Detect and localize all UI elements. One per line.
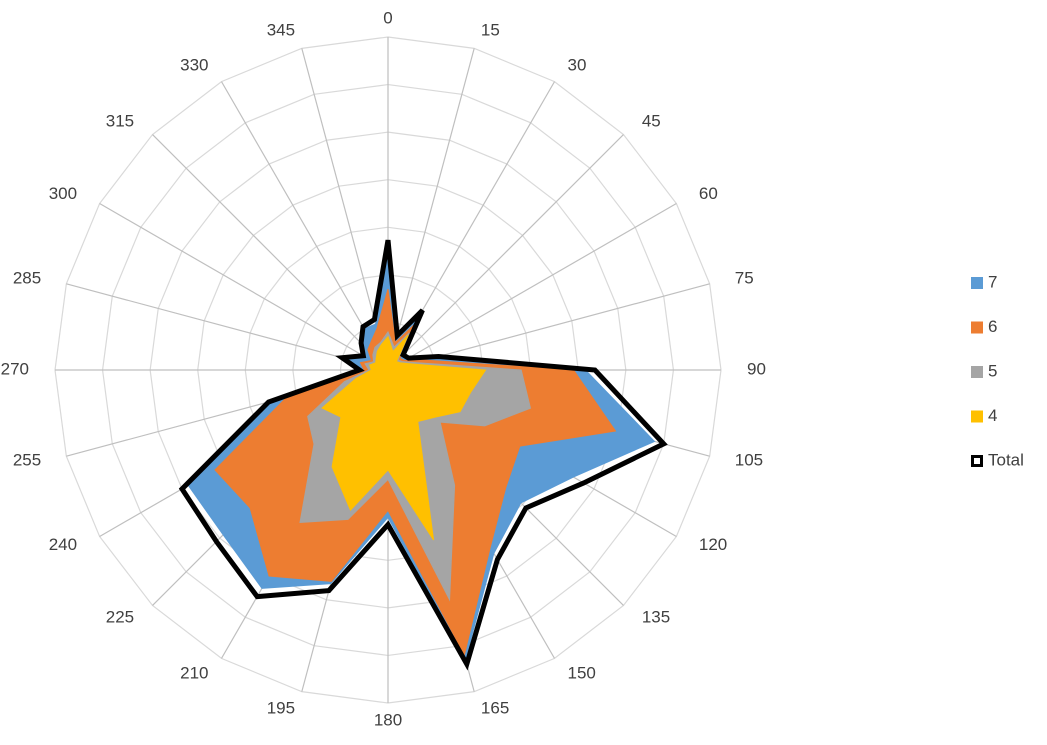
category-label: 135 <box>642 608 670 627</box>
category-label: 300 <box>49 184 77 203</box>
legend-label: 7 <box>988 272 997 291</box>
category-label: 330 <box>180 56 208 75</box>
category-label: 315 <box>106 111 134 130</box>
category-label: 210 <box>180 663 208 682</box>
category-label: 105 <box>735 450 763 469</box>
spoke <box>387 202 677 371</box>
legend-swatch <box>971 321 983 334</box>
series-line <box>178 239 668 671</box>
category-label: 165 <box>481 699 509 718</box>
category-label: 30 <box>568 56 587 75</box>
legend-label: 5 <box>988 361 997 380</box>
category-label: 60 <box>699 184 718 203</box>
category-label: 180 <box>374 710 402 729</box>
legend-swatch <box>971 410 983 423</box>
category-label: 120 <box>699 535 727 554</box>
legend-swatch <box>971 277 983 289</box>
spoke <box>387 134 624 371</box>
legend-label: Total <box>988 450 1024 469</box>
category-label: 270 <box>1 359 29 378</box>
legend-label: 4 <box>988 406 997 425</box>
spoke <box>152 134 389 371</box>
legend-swatch <box>971 455 983 467</box>
category-label: 345 <box>267 20 295 39</box>
category-label: 285 <box>13 269 41 288</box>
spoke <box>220 81 389 371</box>
category-label: 90 <box>747 359 766 378</box>
category-label: 0 <box>383 8 392 27</box>
series-area <box>321 334 487 541</box>
category-label: 75 <box>735 269 754 288</box>
spoke <box>387 48 475 371</box>
category-label: 240 <box>49 535 77 554</box>
category-label: 45 <box>642 111 661 130</box>
legend-label: 6 <box>988 317 997 336</box>
legend-swatch <box>971 366 983 378</box>
spoke <box>66 283 389 371</box>
spoke <box>99 202 389 371</box>
category-label: 150 <box>568 663 596 682</box>
category-label: 195 <box>267 699 295 718</box>
category-label: 255 <box>13 450 41 469</box>
category-label: 15 <box>481 20 500 39</box>
category-label: 225 <box>106 608 134 627</box>
